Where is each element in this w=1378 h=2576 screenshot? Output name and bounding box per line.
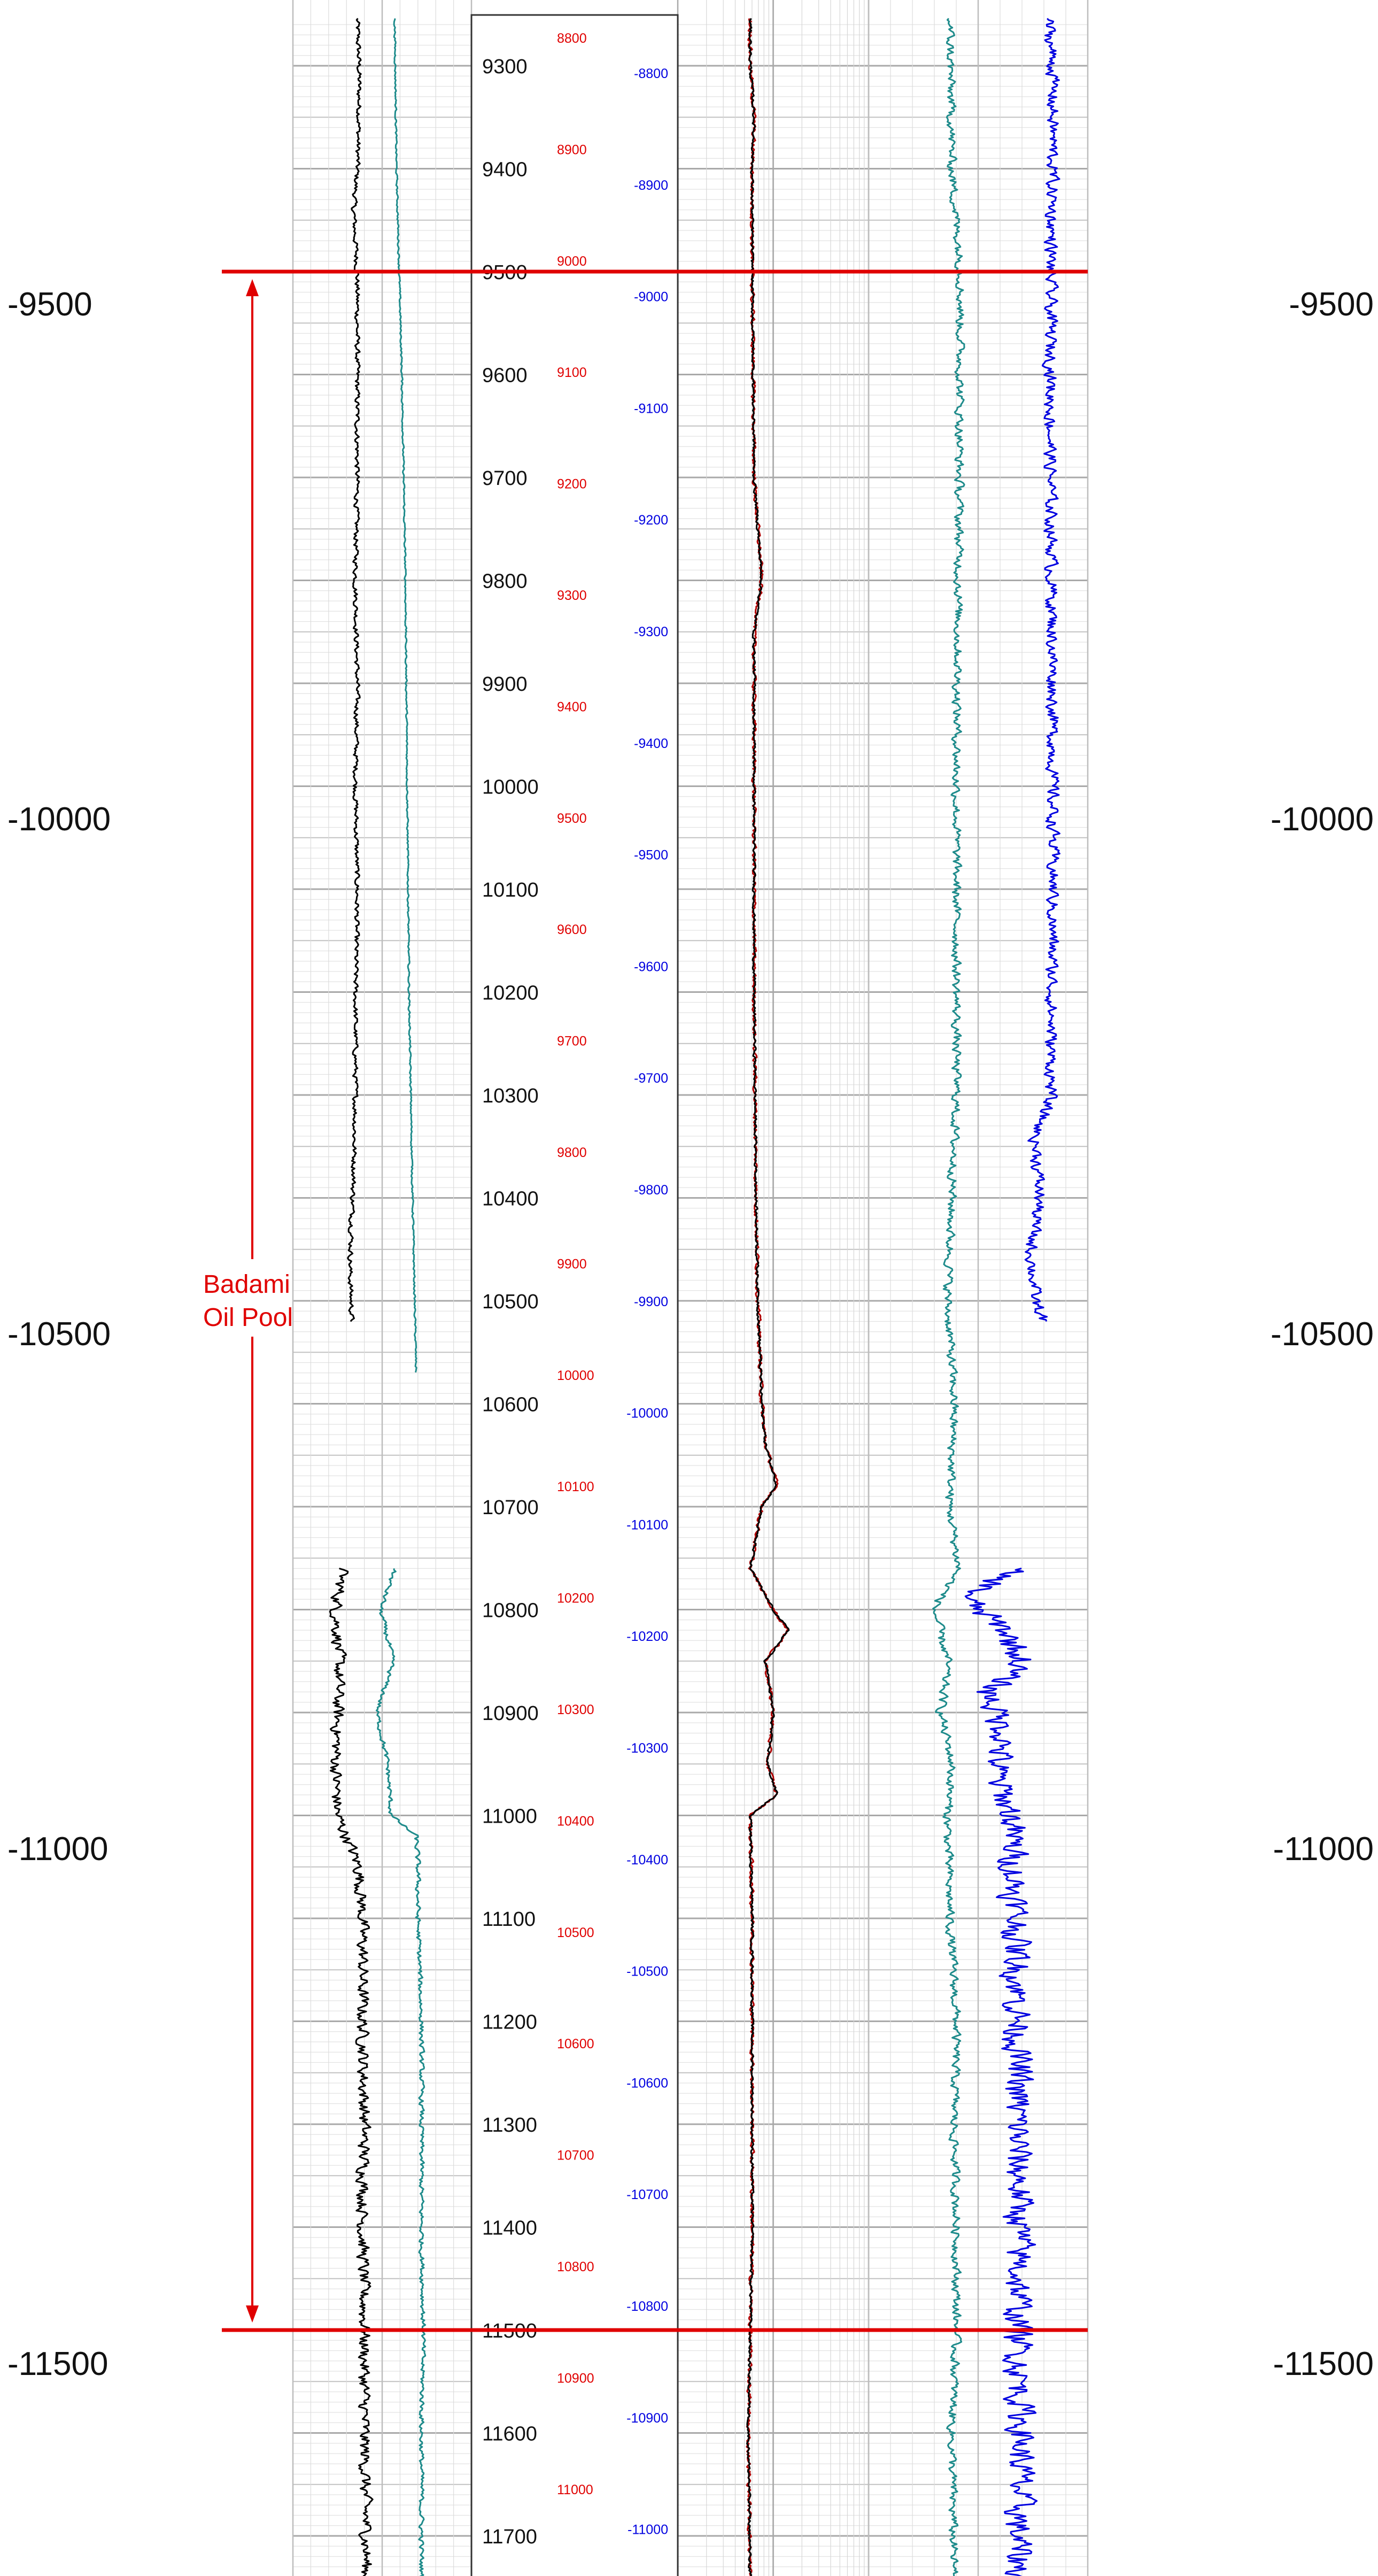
- red-scale-tick-label: 9300: [557, 588, 587, 603]
- tvd-tick-label-right: -10000: [1271, 801, 1374, 838]
- md-tick-label: 11300: [482, 2114, 537, 2137]
- zone-label-line1: Badami: [203, 1270, 290, 1299]
- red-scale-tick-label: 9400: [557, 699, 587, 714]
- red-scale-tick-label: 9500: [557, 811, 587, 826]
- blue-scale-tick-label: -10800: [626, 2299, 668, 2314]
- depth-track: 9300 9400 9500 9600 9700 9800 9900 10000 10100 10…: [470, 14, 679, 2576]
- red-scale-tick-label: 10800: [557, 2259, 594, 2274]
- md-tick-label: 9900: [482, 673, 528, 696]
- badami-oil-pool-zone: Badami Oil Pool: [203, 269, 1088, 2332]
- red-scale-tick-label: 9600: [557, 922, 587, 937]
- red-scale-tick-label: 10500: [557, 1925, 594, 1940]
- blue-scale-tick-label: -10900: [626, 2411, 668, 2426]
- tvd-tick-label-left: -11000: [7, 1831, 108, 1868]
- red-scale-tick-label: 9200: [557, 477, 587, 492]
- blue-scale-tick-label: -9100: [634, 401, 668, 416]
- md-tick-label: 10400: [482, 1188, 539, 1210]
- md-tick-label: 11100: [482, 1908, 536, 1931]
- log-curve-track1-3: [375, 1568, 427, 2576]
- tvd-tick-label-left: -10500: [7, 1316, 111, 1353]
- tvd-tick-label-right: -11500: [1273, 2346, 1374, 2382]
- blue-scale-tick-label: -9300: [634, 624, 668, 639]
- md-tick-label: 10300: [482, 1085, 539, 1107]
- blue-scale-tick-label: -10100: [626, 1517, 668, 1532]
- md-tick-label: 10100: [482, 879, 539, 901]
- tvd-tick-label-right: -9500: [1289, 286, 1374, 323]
- red-scale-tick-label: 9000: [557, 254, 587, 269]
- md-tick-label: 9300: [482, 56, 528, 78]
- blue-scale-tick-label: -8800: [634, 66, 668, 81]
- md-tick-label: 11700: [482, 2526, 537, 2548]
- log-curves: [329, 18, 1060, 2576]
- blue-scale-tick-label: -9900: [634, 1294, 668, 1309]
- md-tick-label: 11000: [482, 1806, 537, 1828]
- red-scale-tick-label: 10200: [557, 1591, 594, 1606]
- log-curve-track4-8: [964, 1568, 1038, 2576]
- blue-scale-tick-label: -9500: [634, 848, 668, 863]
- red-scale-tick-label: 10400: [557, 1814, 594, 1829]
- tvd-tick-label-right: -11000: [1273, 1831, 1374, 1868]
- log-curve-track1-0: [347, 18, 362, 1322]
- md-tick-label: 10600: [482, 1394, 539, 1416]
- md-tick-label: 9400: [482, 159, 528, 181]
- zone-arrow-head-top: [246, 279, 259, 296]
- tvd-tick-label-left: -9500: [7, 286, 92, 323]
- red-scale-tick-label: 10300: [557, 1702, 594, 1717]
- md-tick-label: 9600: [482, 365, 528, 387]
- red-scale-tick-label: 10100: [557, 1479, 594, 1494]
- md-tick-label: 10900: [482, 1702, 539, 1725]
- md-tick-label: 10000: [482, 776, 539, 799]
- blue-scale-tick-label: -9600: [634, 959, 668, 974]
- tvd-tick-label-left: -11500: [7, 2346, 108, 2382]
- red-scale-tick-label: 10600: [557, 2037, 594, 2051]
- tvd-axis-labels: -9500 -9500 -10000 -10000 -10500 -10500 -11000…: [7, 286, 1374, 2382]
- tvd-tick-label-left: -10000: [7, 801, 111, 838]
- log-curve-track4-7: [1024, 18, 1060, 1322]
- blue-scale-tick-label: -9700: [634, 1071, 668, 1086]
- md-tick-label: 10800: [482, 1600, 539, 1622]
- red-scale-tick-label: 10700: [557, 2148, 594, 2163]
- blue-scale-tick-label: -9000: [634, 290, 668, 305]
- log-curve-track3-5: [746, 18, 790, 2576]
- blue-scale-tick-label: -8900: [634, 178, 668, 193]
- red-scale-tick-label: 9700: [557, 1034, 587, 1049]
- md-tick-label: 10500: [482, 1291, 539, 1313]
- red-scale-tick-label: 8900: [557, 142, 587, 157]
- red-scale-tick-label: 8800: [557, 31, 587, 46]
- md-tick-label: 11200: [482, 2011, 537, 2034]
- md-tick-label: 11400: [482, 2217, 537, 2240]
- md-tick-label: 10200: [482, 982, 539, 1005]
- blue-scale-tick-label: -10600: [626, 2076, 668, 2091]
- md-tick-label: 11600: [482, 2423, 537, 2446]
- blue-scale-tick-label: -10300: [626, 1741, 668, 1756]
- log-curve-track4-6: [932, 18, 965, 2576]
- blue-scale-tick-label: -9400: [634, 736, 668, 751]
- blue-scale-tick-label: -10000: [626, 1406, 668, 1421]
- track-grids: [292, 0, 1089, 2576]
- red-scale-tick-label: 11000: [557, 2482, 593, 2497]
- blue-scale-tick-label: -10500: [626, 1964, 668, 1979]
- log-curve-track1-1: [329, 1568, 374, 2576]
- red-scale-tick-label: 9900: [557, 1256, 587, 1271]
- blue-scale-tick-label: -9200: [634, 513, 668, 528]
- blue-scale-tick-label: -11000: [628, 2523, 668, 2538]
- red-scale-tick-label: 10000: [557, 1368, 594, 1383]
- red-scale-tick-label: 10900: [557, 2371, 594, 2386]
- blue-scale-tick-label: -9800: [634, 1183, 668, 1198]
- blue-scale-tick-label: -10200: [626, 1629, 668, 1644]
- md-tick-label: 9800: [482, 570, 528, 593]
- md-tick-label: 10700: [482, 1497, 539, 1519]
- tvd-tick-label-right: -10500: [1271, 1316, 1374, 1353]
- zone-label-line2: Oil Pool: [203, 1304, 293, 1332]
- blue-scale-tick-label: -10400: [626, 1853, 668, 1868]
- blue-scale-tick-label: -10700: [626, 2187, 668, 2202]
- depth-track-frame: [470, 14, 679, 2576]
- zone-arrow-head-bottom: [246, 2305, 259, 2323]
- red-scale-tick-label: 9100: [557, 365, 587, 380]
- log-curve-track1-2: [393, 18, 417, 1373]
- md-tick-label: 9700: [482, 467, 528, 490]
- red-scale-tick-label: 9800: [557, 1145, 587, 1160]
